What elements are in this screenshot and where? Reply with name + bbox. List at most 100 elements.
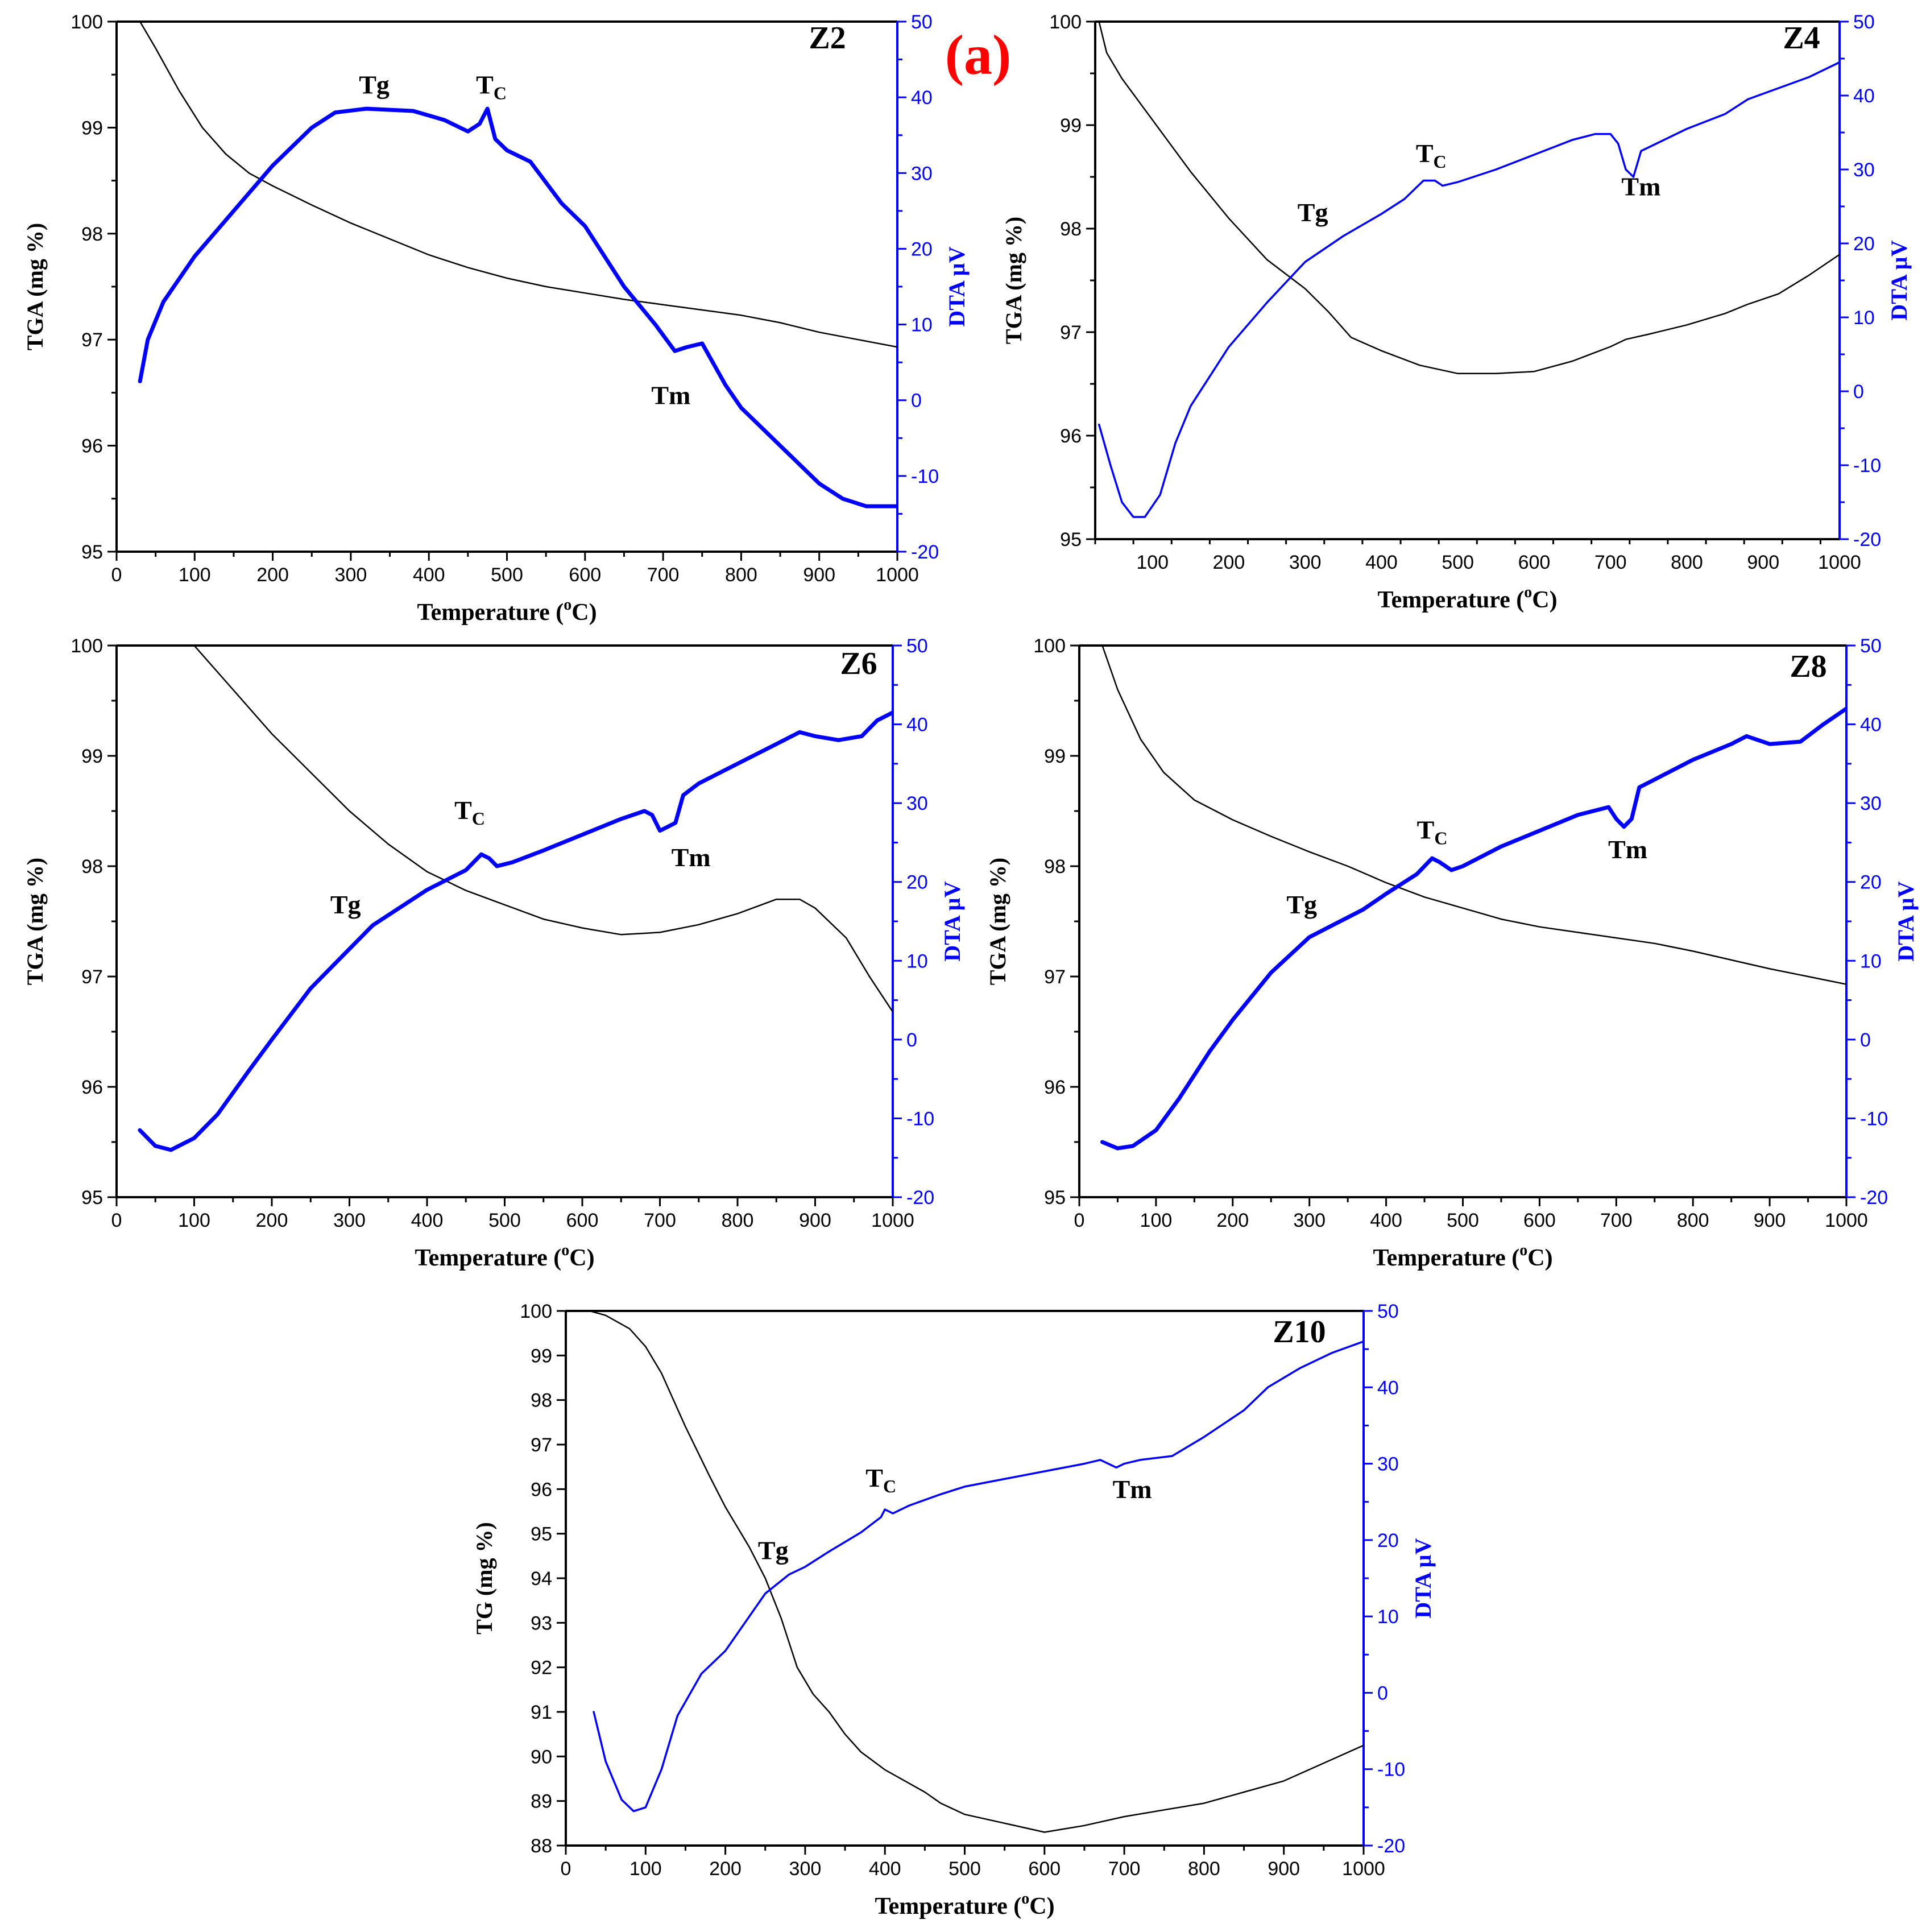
x-tick-label: 100: [178, 1210, 210, 1231]
right-y-tick-label: 40: [1853, 85, 1875, 107]
x-tick-label: 300: [789, 1858, 822, 1880]
x-axis-title: Temperature (oC): [1373, 1242, 1552, 1271]
panel-title: Z4: [1783, 20, 1820, 56]
panel-z6: 0 100 200 300 400 500 600 700 800 900 100095969798…: [22, 635, 965, 1271]
annotation-tc: TC: [1417, 816, 1448, 849]
x-tick-label: 500: [491, 564, 523, 586]
right-y-axis-title: DTA µV: [1893, 881, 1919, 961]
left-y-tick-label: 88: [531, 1835, 552, 1857]
x-tick-label: 1000: [871, 1210, 914, 1231]
x-tick-label: 600: [569, 564, 601, 586]
dta-series-line: [1097, 61, 1840, 518]
x-tick-label: 300: [335, 564, 367, 586]
right-y-tick-label: 20: [906, 872, 928, 893]
right-y-tick-label: 20: [1860, 872, 1882, 893]
right-y-axis-title: DTA µV: [1410, 1538, 1436, 1618]
right-y-tick-label: -20: [1377, 1835, 1405, 1857]
panel-title: Z10: [1273, 1314, 1326, 1350]
left-y-tick-label: 96: [531, 1479, 552, 1500]
x-tick-label: 0: [1074, 1210, 1085, 1231]
panel-z4: 100 200 300 400 500 600 700 800 900 1000959697989…: [1001, 11, 1912, 613]
x-tick-label: 0: [111, 564, 122, 586]
x-tick-label: 100: [179, 564, 211, 586]
left-y-tick-label: 94: [531, 1568, 552, 1590]
tga-series-line: [139, 22, 897, 348]
right-y-tick-label: -10: [906, 1108, 934, 1130]
dta-series-line: [138, 106, 897, 508]
x-tick-label: 600: [566, 1210, 599, 1231]
right-y-tick-label: -10: [1860, 1108, 1888, 1130]
right-y-axis-title: DTA µV: [939, 881, 965, 961]
left-y-tick-label: 97: [1060, 322, 1082, 344]
tga-series-line: [1098, 22, 1840, 375]
right-y-tick-label: 30: [1853, 159, 1875, 181]
x-tick-label: 0: [561, 1858, 571, 1880]
right-y-tick-label: 40: [906, 714, 928, 736]
dta-series-line: [593, 1340, 1364, 1813]
left-y-tick-label: 97: [81, 329, 103, 351]
left-y-tick-label: 97: [531, 1434, 552, 1456]
left-y-tick-label: 95: [1060, 529, 1082, 551]
x-tick-label: 200: [709, 1858, 742, 1880]
right-y-axis-title: DTA µV: [1886, 240, 1912, 320]
right-y-tick-label: 0: [906, 1029, 917, 1051]
left-y-tick-label: 98: [1060, 218, 1082, 240]
annotation-tc: TC: [865, 1463, 896, 1496]
right-y-tick-label: 50: [1853, 11, 1875, 33]
panel-z8: 0 100 200 300 400 500 600 700 800 900 100095969798…: [985, 635, 1919, 1271]
tga-series-line: [193, 646, 893, 1013]
annotation-tm: Tm: [1621, 172, 1660, 201]
x-tick-label: 900: [1754, 1210, 1786, 1231]
x-tick-label: 500: [1442, 552, 1474, 573]
left-y-tick-label: 90: [531, 1746, 552, 1768]
annotation-tm: Tm: [672, 843, 711, 872]
x-tick-label: 900: [1747, 552, 1779, 573]
right-y-tick-label: 10: [1853, 307, 1875, 329]
left-y-tick-label: 91: [531, 1702, 552, 1723]
left-y-tick-label: 100: [1033, 635, 1066, 657]
x-tick-label: 100: [629, 1858, 662, 1880]
x-tick-label: 1000: [1342, 1858, 1385, 1880]
x-tick-label: 200: [256, 564, 289, 586]
left-y-axis-title: TGA (mg %): [22, 858, 48, 985]
figure-label: (a): [945, 23, 1012, 86]
x-tick-label: 900: [799, 1210, 831, 1231]
x-tick-label: 700: [1108, 1858, 1141, 1880]
right-y-tick-label: 20: [1377, 1530, 1399, 1552]
right-y-tick-label: 40: [1860, 714, 1882, 736]
x-tick-label: 1000: [1825, 1210, 1868, 1231]
annotation-tc: TC: [1416, 139, 1447, 172]
right-y-tick-label: 0: [1377, 1682, 1388, 1704]
right-y-tick-label: 40: [911, 87, 933, 109]
left-y-tick-label: 96: [1044, 1077, 1066, 1098]
right-y-tick-label: 20: [1853, 233, 1875, 255]
right-y-tick-label: 50: [1377, 1301, 1399, 1322]
right-y-tick-label: 10: [1860, 950, 1882, 972]
right-y-tick-label: 30: [1377, 1454, 1399, 1475]
right-y-tick-label: 50: [906, 635, 928, 657]
annotation-tm: Tm: [651, 380, 690, 409]
left-y-tick-label: 100: [71, 11, 103, 33]
x-tick-label: 800: [1188, 1858, 1220, 1880]
annotation-tc: TC: [476, 70, 507, 103]
left-y-axis-title: TG (mg %): [471, 1522, 497, 1635]
x-tick-label: 300: [1293, 1210, 1326, 1231]
left-y-tick-label: 89: [531, 1791, 552, 1813]
dta-series-line: [1100, 706, 1846, 1151]
x-tick-label: 800: [725, 564, 757, 586]
left-y-tick-label: 93: [531, 1612, 552, 1634]
right-y-tick-label: 0: [1853, 381, 1864, 403]
right-y-tick-label: -20: [1860, 1187, 1888, 1209]
left-y-tick-label: 95: [81, 1187, 103, 1209]
x-tick-label: 200: [256, 1210, 288, 1231]
annotation-tg: Tg: [758, 1536, 789, 1565]
left-y-axis-title: TGA (mg %): [985, 858, 1010, 985]
x-tick-label: 700: [1600, 1210, 1633, 1231]
x-tick-label: 600: [1523, 1210, 1556, 1231]
x-tick-label: 800: [1677, 1210, 1709, 1231]
left-y-tick-label: 99: [81, 746, 103, 767]
left-y-tick-label: 98: [531, 1390, 552, 1412]
left-y-tick-label: 95: [81, 541, 103, 563]
x-tick-label: 600: [1518, 552, 1551, 573]
